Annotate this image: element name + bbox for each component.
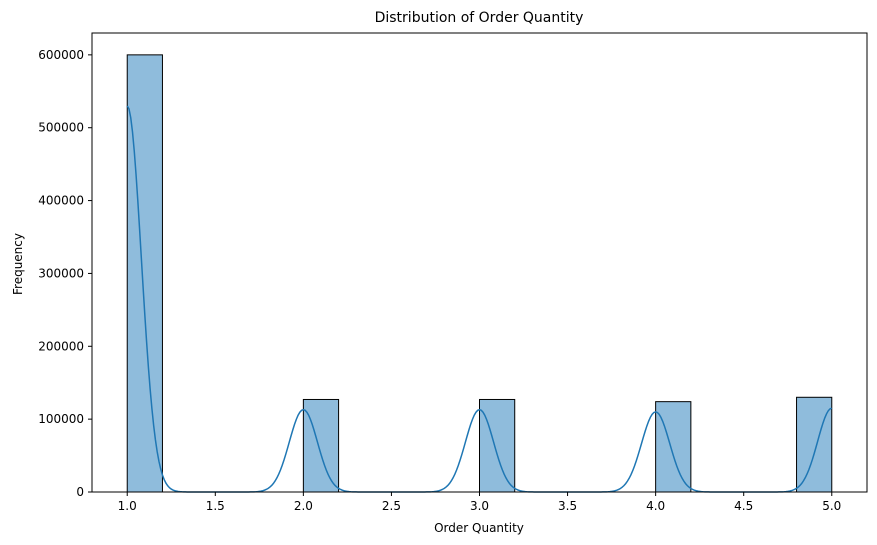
y-tick-label: 0 bbox=[76, 485, 84, 499]
y-tick-label: 600000 bbox=[38, 48, 84, 62]
y-tick-label: 400000 bbox=[38, 194, 84, 208]
histogram-bar bbox=[796, 396, 833, 493]
histogram-bar bbox=[479, 398, 516, 493]
x-tick-label: 4.0 bbox=[646, 499, 665, 513]
histogram-bar bbox=[302, 398, 340, 493]
x-tick-label: 5.0 bbox=[822, 499, 841, 513]
histogram-bar bbox=[126, 54, 163, 493]
y-tick-label: 100000 bbox=[38, 412, 84, 426]
x-tick-label: 3.5 bbox=[558, 499, 577, 513]
y-tick-label: 200000 bbox=[38, 339, 84, 353]
x-tick-label: 2.5 bbox=[382, 499, 401, 513]
y-tick-label: 500000 bbox=[38, 121, 84, 135]
y-tick-label: 300000 bbox=[38, 266, 84, 280]
x-tick-label: 4.5 bbox=[734, 499, 753, 513]
y-axis-label: Frequency bbox=[11, 233, 25, 295]
x-axis-label: Order Quantity bbox=[434, 521, 524, 535]
x-tick-label: 2.0 bbox=[294, 499, 313, 513]
x-tick-label: 1.5 bbox=[206, 499, 225, 513]
chart-title: Distribution of Order Quantity bbox=[375, 10, 584, 26]
histogram-bar bbox=[655, 401, 692, 493]
x-tick-label: 1.0 bbox=[118, 499, 137, 513]
x-tick-label: 3.0 bbox=[470, 499, 489, 513]
